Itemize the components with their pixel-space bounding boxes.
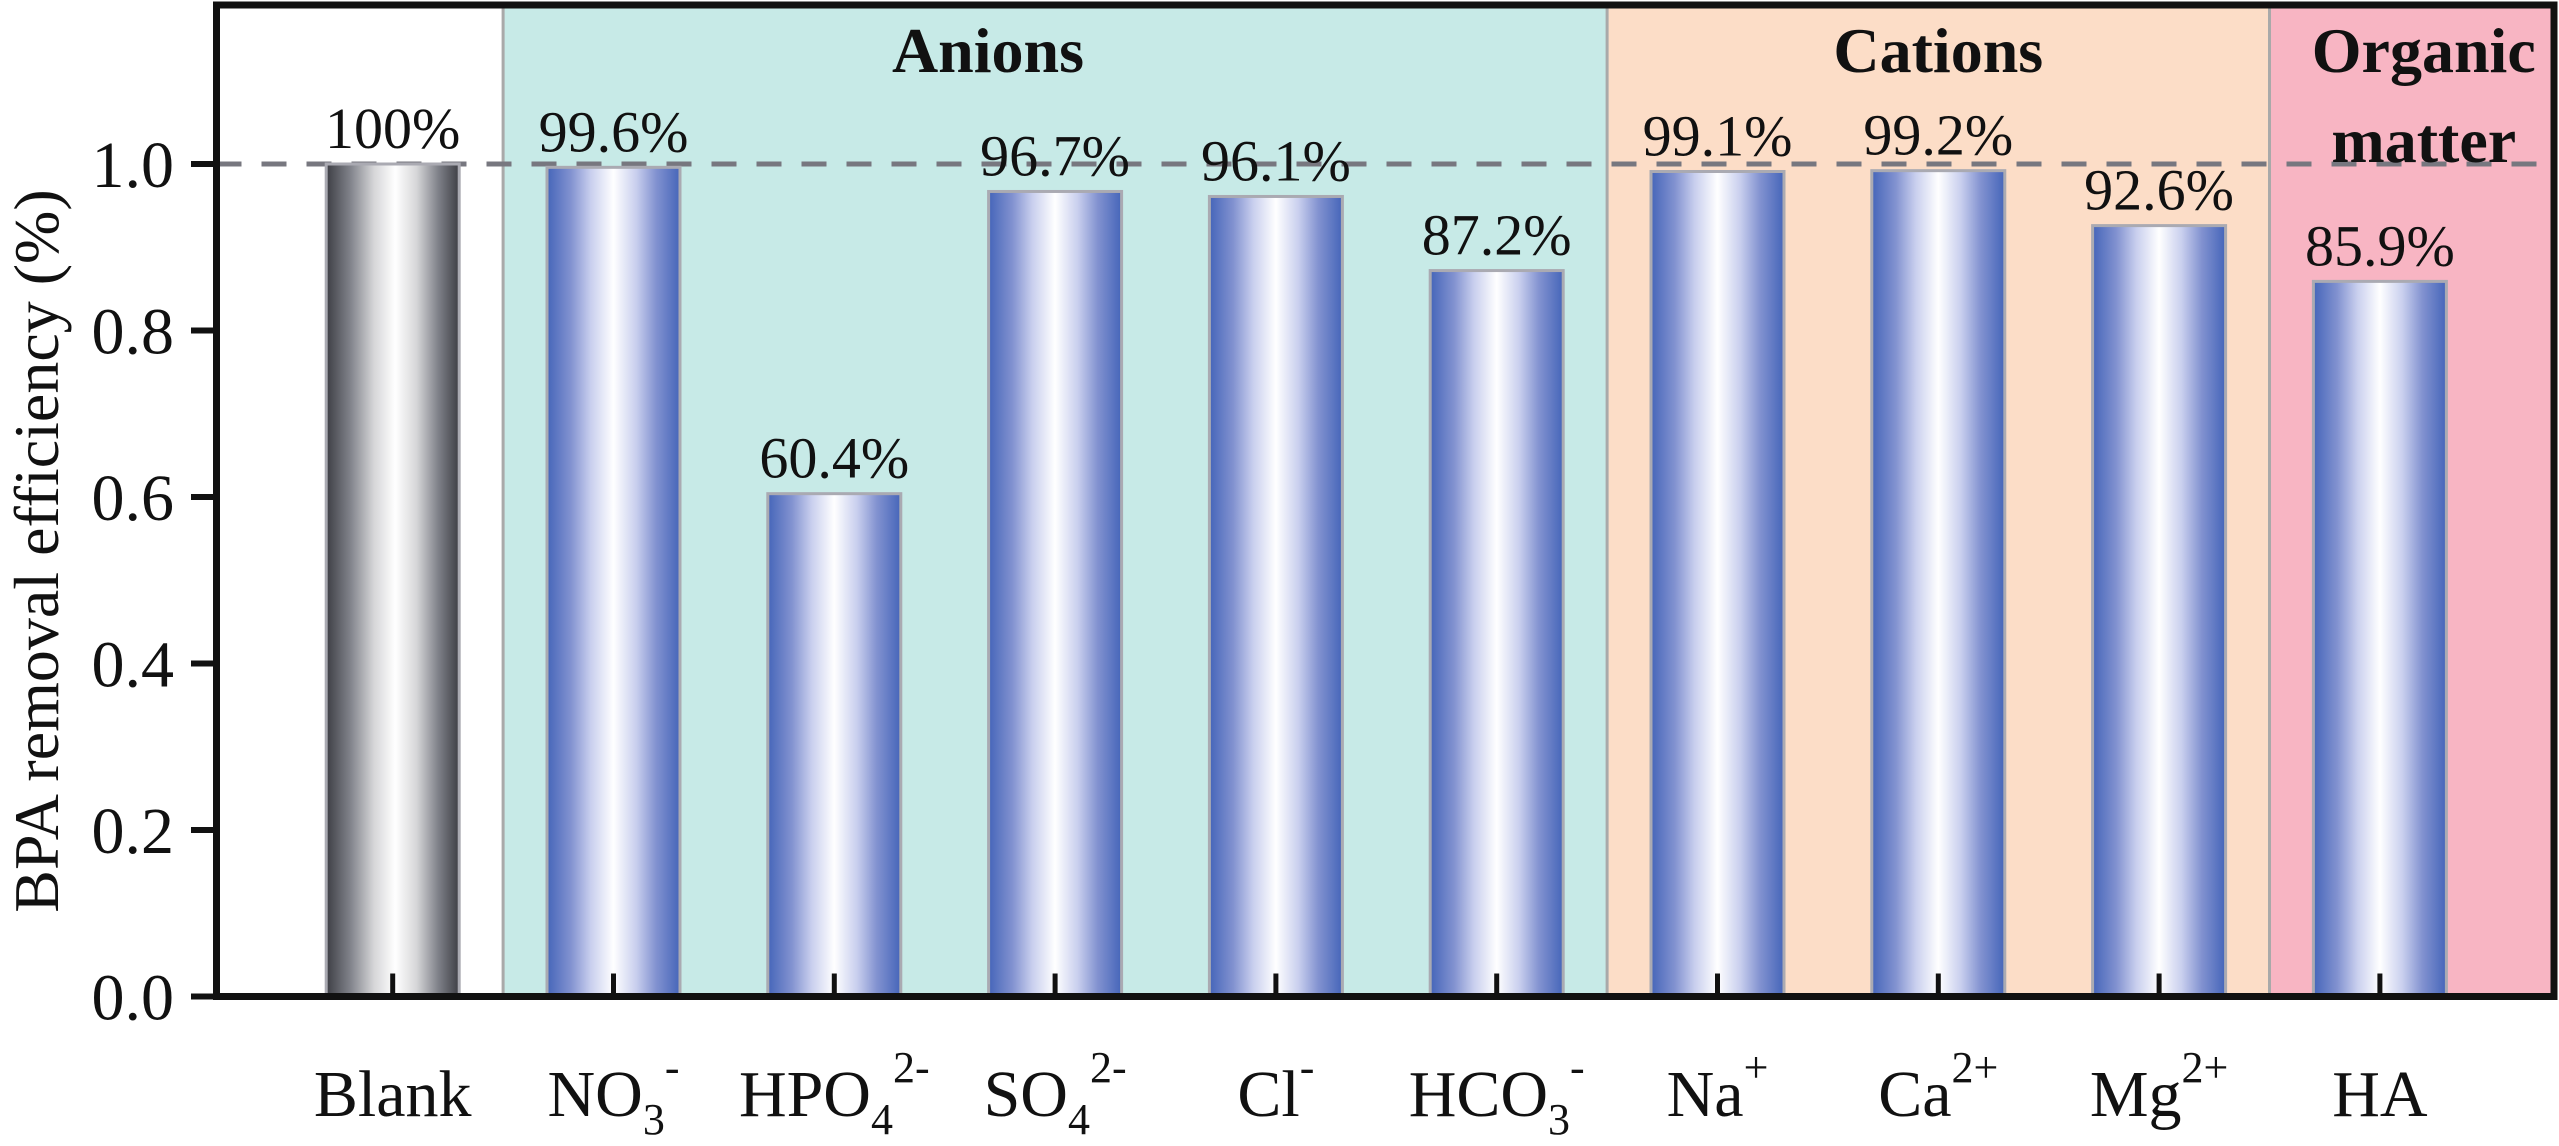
plot-frame (213, 1, 2558, 1000)
x-tick-label: Blank (314, 1058, 472, 1131)
data-label: 99.6% (539, 99, 689, 164)
group-labels: Anions Cations Organic matter (892, 15, 2536, 176)
x-tick-label: HA (2332, 1058, 2428, 1131)
bar-so4-2- (987, 189, 1124, 999)
x-tick-label: NO3- (548, 1043, 680, 1144)
bar-no3- (545, 165, 682, 998)
group-label: Organic (2312, 15, 2536, 86)
y-tick-label: 0.4 (92, 629, 175, 702)
data-label: 60.4% (759, 426, 909, 491)
data-label: 99.1% (1643, 103, 1793, 168)
x-tick-label: HPO42- (739, 1043, 930, 1144)
data-label: 96.7% (980, 123, 1130, 188)
data-labels: 100% 99.6% 60.4% 96.7% 96.1% 87.2% 99.1% 99.2% 9… (325, 96, 2455, 491)
data-label: 96.1% (1201, 128, 1351, 193)
bar-na- (1649, 169, 1786, 998)
x-tick-label: Mg2+ (2090, 1043, 2229, 1131)
bar-cl- (1207, 194, 1344, 998)
data-label: 92.6% (2084, 158, 2234, 223)
x-tick-label: Cl- (1237, 1043, 1314, 1131)
x-axis-ticks (390, 973, 2383, 997)
data-label: 100% (325, 96, 460, 161)
bar-blank (324, 162, 461, 998)
y-tick-label: 0.8 (92, 296, 175, 369)
x-axis-labels: Blank NO3- HPO42- SO42- Cl- HCO3- Na+ Ca2+ Mg2+ H… (314, 1043, 2428, 1144)
y-axis-ticks: 0.0 0.2 0.4 0.6 0.8 1.0 (92, 129, 217, 1035)
data-label: 85.9% (2305, 213, 2455, 278)
x-tick-label: Na+ (1667, 1043, 1769, 1131)
bars (324, 162, 2448, 999)
bar-mg2- (2091, 224, 2228, 999)
x-tick-label: HCO3- (1409, 1043, 1585, 1144)
bar-ha (2311, 279, 2448, 998)
y-tick-label: 0.6 (92, 462, 175, 535)
bar-hco3- (1428, 269, 1565, 998)
bar-hpo4-2- (766, 492, 903, 998)
y-tick-label: 0.0 (92, 962, 175, 1035)
y-tick-label: 1.0 (92, 129, 175, 202)
x-tick-label: SO42- (984, 1043, 1127, 1144)
bar-ca2- (1870, 169, 2007, 999)
y-axis-title: BPA removal efficiency (%) (1, 189, 72, 912)
axes (213, 1, 2558, 1000)
group-label: matter (2331, 105, 2516, 176)
data-label: 87.2% (1422, 203, 1572, 268)
group-label: Cations (1833, 15, 2043, 86)
y-tick-label: 0.2 (92, 795, 175, 868)
data-label: 99.2% (1863, 103, 2013, 168)
x-tick-label: Ca2+ (1878, 1043, 1998, 1131)
group-label: Anions (892, 15, 1084, 86)
